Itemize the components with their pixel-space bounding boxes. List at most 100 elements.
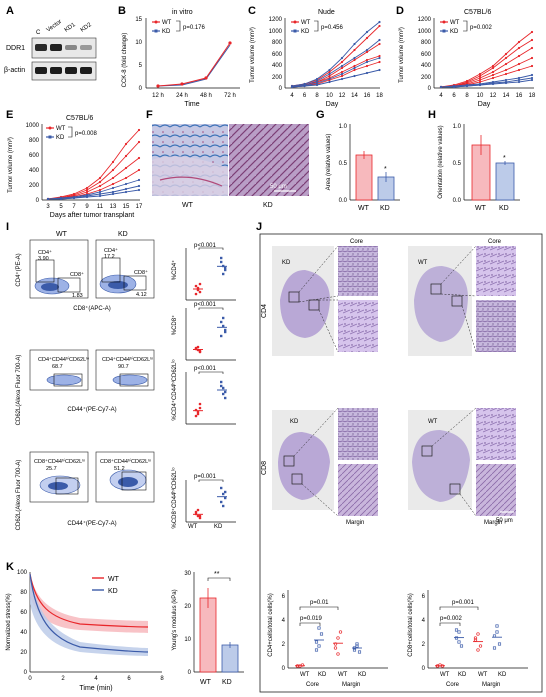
k-xlabel: Time (min) <box>79 685 112 692</box>
k-xtick-4: 8 <box>160 676 164 682</box>
c-lines-pt-1-6 <box>365 50 369 54</box>
c-lines-pt-1-7 <box>378 42 381 46</box>
c-lines-pt-5-7 <box>378 38 381 42</box>
e-lines-pt-6-5 <box>111 192 115 196</box>
k-ytick-5: 100 <box>17 570 28 576</box>
e-lines-pt-4-4 <box>98 190 102 194</box>
i-dot1-kd-0 <box>220 260 223 264</box>
histology-kd <box>229 124 309 196</box>
chart-d-title: C57BL/6 <box>464 9 491 16</box>
j-c1-g2-pt0 <box>333 646 338 650</box>
k-bar-cat-wt: WT <box>200 679 212 686</box>
e-lines-pt-3-6 <box>124 176 128 180</box>
f-label-wt: WT <box>182 202 194 209</box>
d-lines-pt-0-7 <box>530 30 534 34</box>
i-r4-wt-gate-val: 25.7 <box>46 466 57 472</box>
c-lines-pt-5-5 <box>353 56 356 60</box>
i-dot2-kd-1 <box>222 324 225 328</box>
j-c1-g2-pt2 <box>338 630 343 634</box>
chart-e-ylabel: Tumor volume (mm³) <box>8 137 14 193</box>
d-xt-label-5: 14 <box>503 93 510 99</box>
j-c2-g1-pt4 <box>457 640 461 644</box>
k-bar-sig: ** <box>214 571 220 578</box>
panel-i: I WT KD CD4⁺(PE-A) CD4⁺ 3.90 CD8⁺ 1.83 C… <box>6 221 236 530</box>
j-cd4-wt-margin <box>476 300 516 352</box>
e-lines-pt-3-5 <box>111 182 115 186</box>
e-ytick-4: 800 <box>29 138 40 144</box>
lane-label-c: C <box>36 30 41 36</box>
b-xtick-0: 12 h <box>152 93 164 99</box>
j-c2-g1-pt1 <box>457 630 461 634</box>
j-c2-bracket1 <box>439 622 461 626</box>
chart-c-title: Nude <box>318 9 335 16</box>
c-lines-pt-1-4 <box>340 66 344 70</box>
e-lines-pt-4-7 <box>137 178 141 182</box>
flow-plot-kd-r3 <box>95 349 155 391</box>
e-xt-label-1: 5 <box>59 204 63 210</box>
chart-e-xlabel: Days after tumor transplant <box>50 212 134 219</box>
d-xticks: 4 6 8 10 12 14 16 18 <box>439 93 536 99</box>
c-lines-pt-5-4 <box>340 64 344 68</box>
i-dot2-wt-5 <box>198 349 202 353</box>
d-xt-label-4: 12 <box>490 93 497 99</box>
e-lines-pt-6-1 <box>59 197 63 201</box>
c-lines-pt-0-7 <box>378 24 381 28</box>
chart-c-ylabel: Tumor volume (mm³) <box>250 27 256 83</box>
panel-letter-i: I <box>6 221 9 233</box>
i-dot3-kd-0 <box>220 380 223 384</box>
b-ytick-1: 5 <box>139 63 143 69</box>
i-dot1-kd-5 <box>224 266 227 270</box>
k-bar-wt <box>199 597 217 673</box>
j-c2-group1: Margin <box>482 682 500 688</box>
i-dot1-kd-4 <box>222 272 225 276</box>
i-r3-xlabel: CD44⁺(PE-Cy7-A) <box>67 406 116 413</box>
j-c1-ytick-2: 4 <box>282 618 286 624</box>
c-lines-line-0 <box>291 25 380 87</box>
i-dot4-wt-1 <box>196 514 200 518</box>
i-r1-kd-gate2-val: 4.12 <box>136 292 147 298</box>
d-xt-label-7: 18 <box>529 93 536 99</box>
lane-label-kd2: KD2 <box>80 22 94 34</box>
j-c2-bracket2 <box>439 606 479 610</box>
i-dot1-wt-0 <box>194 284 198 288</box>
d-lines-pt-2-4 <box>491 70 495 74</box>
e-lines-pt-1-4 <box>98 180 102 184</box>
k-curve-kd <box>29 573 149 653</box>
panel-g: G Area (relative values) 0.0 0.5 1.0 * W… <box>316 109 400 212</box>
j-c1-g2-pt3 <box>333 642 338 646</box>
c-pvalue: p=0.456 <box>321 25 344 31</box>
j-c2-ytick-3: 6 <box>422 594 426 600</box>
i-dot3-wt-5 <box>198 402 202 406</box>
c-ytick-6: 1200 <box>269 17 283 23</box>
chart-e-title: C57BL/6 <box>66 115 93 122</box>
d-ytick-0: 0 <box>428 86 432 92</box>
k-ylabel: Normalized stress(%) <box>6 593 12 650</box>
i-r3-wt-gate-val: 68.7 <box>52 364 63 370</box>
c-lines-pt-3-7 <box>378 60 381 64</box>
j-c1-g1-pt2 <box>319 632 324 636</box>
i-dot1-ylabel: %CD4⁺ <box>171 260 178 281</box>
h-ytick-1: 0.5 <box>453 161 462 167</box>
e-lines-pt-2-7 <box>137 156 141 160</box>
b-xtick-2: 48 h <box>200 93 212 99</box>
i-col-wt: WT <box>56 231 68 238</box>
j-c2-group0: Core <box>446 682 460 688</box>
e-lines-pt-1-7 <box>137 140 141 144</box>
c-lines-pt-7-0 <box>290 85 294 89</box>
c-lines-pt-2-7 <box>378 54 381 58</box>
d-lines-pt-4-6 <box>517 68 521 72</box>
g-cat-wt: WT <box>358 205 370 212</box>
g-sig-star: * <box>384 166 387 173</box>
k-legend-wt: WT <box>108 576 120 583</box>
j-c1-group1: Margin <box>342 682 360 688</box>
d-ytick-3: 600 <box>421 52 432 58</box>
d-legend-kd: KD <box>450 29 459 35</box>
c-lines-pt-5-6 <box>365 48 369 52</box>
k-bar-ytick-3: 30 <box>184 571 191 577</box>
c-lines-pt-2-5 <box>353 64 356 68</box>
e-lines-pt-2-4 <box>98 184 102 188</box>
i-cat-wt: WT <box>188 524 198 530</box>
j-core-label-1: Core <box>350 239 364 245</box>
c-lines-pt-0-3 <box>328 70 331 74</box>
i-r1-wt-gate1-label: CD4⁺ <box>38 249 52 256</box>
